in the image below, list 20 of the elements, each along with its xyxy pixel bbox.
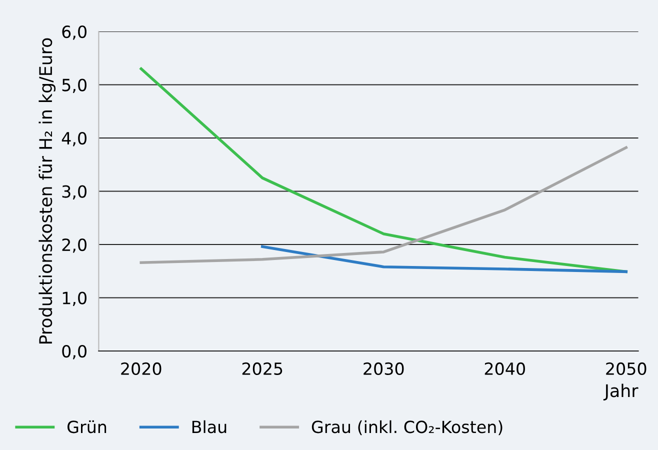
y-tick-label: 6,0 <box>62 25 86 40</box>
legend-label: Grau (inkl. CO₂-Kosten) <box>312 420 502 436</box>
y-tick-label: 1,0 <box>62 292 86 306</box>
line-series <box>260 245 628 274</box>
legend-label: Grün <box>68 420 106 434</box>
y-tick-label: 2,0 <box>62 238 86 253</box>
y-axis-title: Produktionskosten für H₂ in kg/Euro <box>38 38 56 344</box>
x-tick-label: 2025 <box>242 362 282 376</box>
y-tick-label: 0,0 <box>62 344 86 360</box>
line-series <box>140 67 628 274</box>
x-axis-title: Jahr <box>603 384 638 400</box>
x-tick-label: 2020 <box>121 362 162 376</box>
x-tick-label: 2030 <box>364 362 404 376</box>
y-tick-label: 5,0 <box>62 78 86 94</box>
y-tick-label: 4,0 <box>62 132 86 146</box>
line-series <box>140 146 628 264</box>
x-tick-label: 2040 <box>484 362 525 376</box>
y-tick-label: 3,0 <box>62 185 86 200</box>
x-tick-label: 2050 <box>606 362 646 376</box>
legend-label: Blau <box>192 420 226 434</box>
